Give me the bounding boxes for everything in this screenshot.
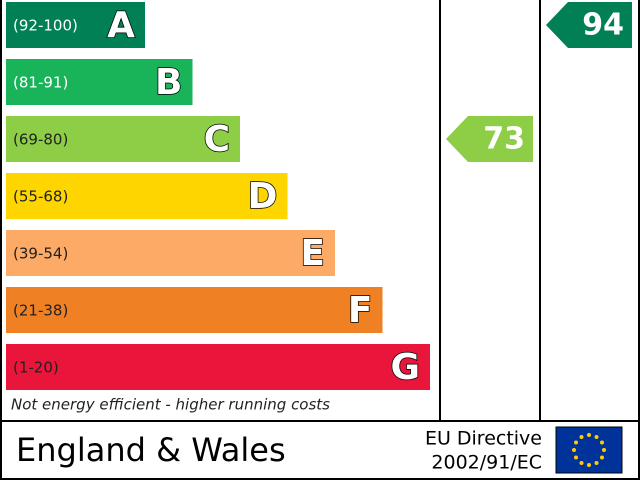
band-range: (69-80) (13, 131, 68, 149)
band-bar (6, 59, 193, 105)
band-range: (21-38) (13, 302, 68, 320)
rating-arrow (546, 2, 632, 48)
rating-value: 73 (483, 122, 525, 157)
directive: 2002/91/EC (431, 452, 542, 474)
band-bar (6, 173, 288, 219)
band-bar (6, 287, 383, 333)
rating-arrow (446, 116, 533, 162)
band-bar (6, 2, 145, 48)
band-letter: E (300, 233, 325, 274)
band-letter: C (204, 119, 230, 160)
star (599, 455, 604, 460)
band-bar (6, 116, 240, 162)
star (594, 435, 599, 440)
band-range: (39-54) (13, 245, 68, 263)
band-range: (81-91) (13, 74, 68, 92)
star (579, 460, 584, 465)
star (594, 460, 599, 465)
band-range: (1-20) (13, 359, 59, 377)
band-range: (92-100) (13, 17, 78, 35)
band-letter: D (248, 176, 278, 217)
band-bar (6, 344, 430, 390)
star (587, 463, 591, 467)
star (579, 435, 584, 440)
star (572, 448, 576, 452)
note: Not energy efficient - higher running co… (11, 396, 330, 414)
star (587, 433, 591, 437)
band-letter: F (348, 290, 373, 331)
band-bar (6, 230, 335, 276)
star (599, 440, 604, 445)
rating-value: 94 (582, 8, 624, 43)
star (574, 455, 579, 460)
band-letter: G (390, 347, 420, 388)
region: England & Wales (16, 431, 286, 469)
star (602, 448, 606, 452)
eu-flag (555, 426, 623, 474)
band-range: (55-68) (13, 188, 68, 206)
directive: EU Directive (425, 428, 542, 450)
band-letter: A (107, 5, 135, 46)
flag-stars (572, 433, 606, 467)
band-letter: B (155, 62, 182, 103)
star (574, 440, 579, 445)
